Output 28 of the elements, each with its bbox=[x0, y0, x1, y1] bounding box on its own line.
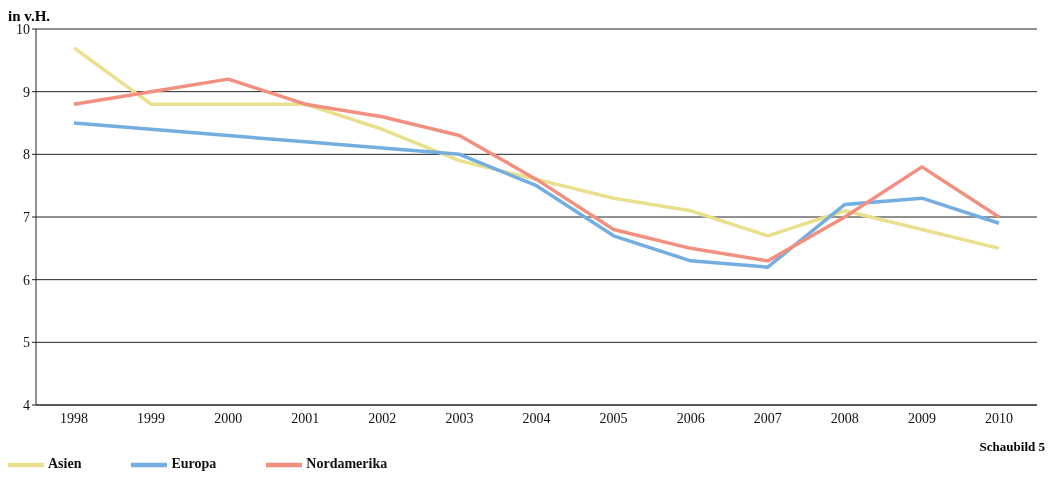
x-tick-label: 2003 bbox=[445, 410, 474, 426]
legend-label: Europa bbox=[171, 456, 217, 472]
x-tick-label: 1998 bbox=[60, 410, 88, 426]
y-tick-label: 9 bbox=[23, 84, 30, 100]
x-tick-label: 2006 bbox=[676, 410, 705, 426]
y-axis-title: in v.H. bbox=[8, 8, 51, 24]
x-tick-label: 2008 bbox=[830, 410, 859, 426]
y-tick-label: 6 bbox=[23, 272, 30, 288]
x-tick-label: 2005 bbox=[599, 410, 628, 426]
y-tick-label: 8 bbox=[23, 147, 30, 163]
x-tick-label: 2004 bbox=[522, 410, 551, 426]
x-tick-label: 2002 bbox=[368, 410, 397, 426]
line-series bbox=[72, 121, 1001, 269]
legend-label: Asien bbox=[48, 456, 82, 472]
line-series bbox=[72, 46, 1001, 251]
x-tick-label: 2000 bbox=[214, 410, 243, 426]
y-tick-label: 5 bbox=[23, 335, 30, 351]
y-tick-label: 7 bbox=[23, 209, 30, 225]
line-series bbox=[72, 77, 1001, 263]
x-tick-label: 2009 bbox=[907, 410, 936, 426]
x-tick-label: 2010 bbox=[985, 410, 1013, 426]
x-tick-label: 1999 bbox=[137, 410, 166, 426]
legend-label: Nordamerika bbox=[306, 456, 388, 472]
y-tick-label: 10 bbox=[16, 21, 30, 37]
text: Schaubild 5 bbox=[979, 439, 1045, 455]
x-tick-label: 2007 bbox=[753, 410, 782, 426]
y-tick-label: 4 bbox=[23, 397, 30, 413]
x-tick-label: 2001 bbox=[291, 410, 320, 426]
